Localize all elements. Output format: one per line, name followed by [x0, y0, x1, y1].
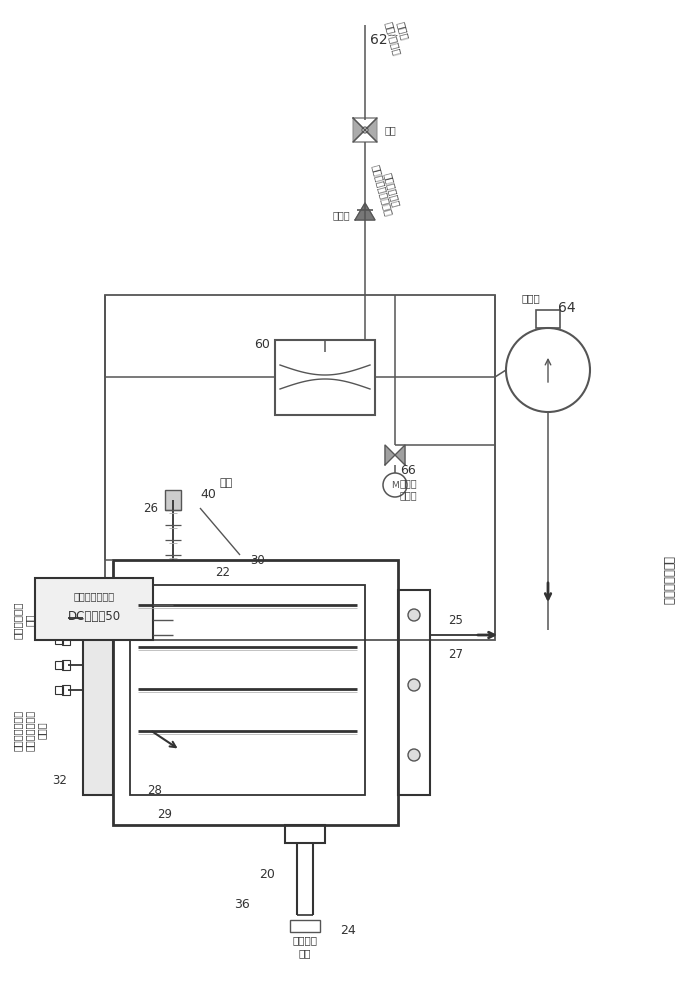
Polygon shape	[395, 445, 405, 465]
Circle shape	[408, 749, 420, 761]
Text: 24: 24	[340, 924, 355, 936]
Text: 经处理流出流: 经处理流出流	[13, 601, 23, 639]
Polygon shape	[353, 118, 365, 142]
Polygon shape	[355, 203, 375, 220]
Text: 60: 60	[254, 338, 270, 352]
Text: 球阀: 球阀	[385, 125, 397, 135]
Text: 30: 30	[250, 554, 265, 566]
Bar	[62, 685, 70, 695]
Text: 32: 32	[52, 774, 67, 786]
Bar	[105, 295, 495, 640]
Text: 增压泵: 增压泵	[521, 293, 540, 303]
Bar	[536, 310, 560, 328]
Bar	[55, 614, 63, 622]
Circle shape	[362, 127, 368, 133]
Text: 36: 36	[234, 898, 250, 912]
Text: 29: 29	[157, 808, 172, 822]
Bar	[55, 686, 63, 694]
Bar	[62, 613, 70, 623]
Bar	[398, 590, 430, 795]
Bar	[62, 635, 70, 645]
Bar	[35, 578, 153, 640]
Bar	[285, 825, 325, 843]
Bar	[62, 660, 70, 670]
Text: 22: 22	[215, 566, 230, 578]
Bar	[130, 585, 365, 795]
Text: 进入: 进入	[299, 948, 311, 958]
Text: 排放: 排放	[25, 614, 35, 626]
Text: DC电源：50: DC电源：50	[67, 609, 121, 622]
Text: 66: 66	[400, 464, 415, 477]
Text: 62: 62	[370, 33, 387, 47]
Text: 64: 64	[558, 301, 575, 315]
Text: 26: 26	[143, 502, 158, 514]
Text: 电化学电池过程: 电化学电池过程	[661, 556, 674, 604]
Bar	[275, 340, 375, 415]
Text: 28: 28	[148, 784, 163, 796]
Bar	[113, 560, 398, 825]
Text: 出口。: 出口。	[37, 721, 47, 739]
Text: M: M	[391, 481, 399, 489]
Circle shape	[408, 679, 420, 691]
Text: 电极: 电极	[220, 478, 234, 488]
Bar	[83, 590, 113, 795]
Text: 文氏管: 文氏管	[395, 20, 409, 41]
Text: 具有交替极性的: 具有交替极性的	[74, 591, 114, 601]
Text: 止回阀: 止回阀	[332, 210, 350, 220]
Polygon shape	[365, 118, 377, 142]
Text: 反应器中的嘴嘴: 反应器中的嘴嘴	[25, 709, 35, 751]
Bar	[165, 490, 181, 510]
Text: 节流阀: 节流阀	[400, 478, 417, 488]
Text: 25: 25	[448, 613, 463, 626]
Text: 40: 40	[200, 488, 216, 502]
Text: 20: 20	[259, 868, 275, 882]
Polygon shape	[385, 445, 395, 465]
Bar	[55, 636, 63, 644]
Text: 流中的文氏管: 流中的文氏管	[382, 172, 401, 208]
Text: 27: 27	[448, 648, 463, 662]
Bar	[55, 661, 63, 669]
Text: 用于高常排放到: 用于高常排放到	[13, 709, 23, 751]
Circle shape	[408, 609, 420, 621]
Text: 气体/氯气到: 气体/氯气到	[383, 20, 402, 56]
Text: 原流入流: 原流入流	[293, 935, 317, 945]
Text: 用于气体注入流入流: 用于气体注入流入流	[370, 163, 394, 217]
Text: 流量阀: 流量阀	[400, 490, 417, 500]
Bar	[290, 920, 320, 932]
